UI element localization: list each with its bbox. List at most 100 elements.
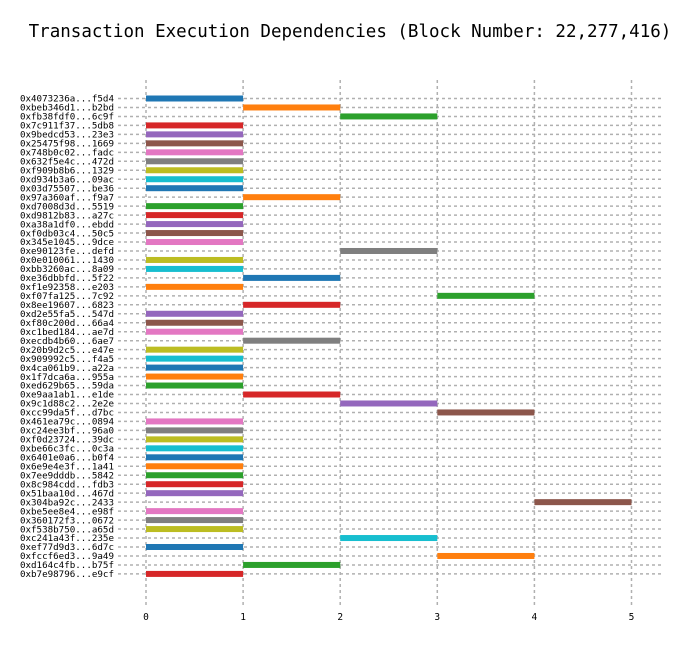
transaction-label: 0xcc99da5f...d7bc bbox=[20, 408, 114, 419]
transaction-label: 0xa38a1df0...ebdd bbox=[20, 219, 114, 230]
transaction-bar bbox=[146, 463, 244, 470]
transaction-bar bbox=[243, 274, 341, 281]
transaction-label: 0x632f5e4c...472d bbox=[20, 156, 114, 167]
transaction-label: 0xbe66c3fc...0c3a bbox=[20, 444, 114, 455]
transaction-label: 0x748b0c02...fadc bbox=[20, 148, 114, 159]
chart-title: Transaction Execution Dependencies (Bloc… bbox=[28, 22, 672, 42]
transaction-bar bbox=[146, 167, 244, 174]
transaction-label: 0x9bedcd53...23e3 bbox=[20, 130, 114, 141]
transaction-bar bbox=[146, 283, 244, 290]
transaction-label: 0x25475f98...1669 bbox=[20, 139, 114, 150]
transaction-label: 0x7c911f37...5db8 bbox=[20, 121, 114, 132]
transaction-label: 0x4073236a...f5d4 bbox=[20, 94, 115, 105]
transaction-bar bbox=[243, 301, 341, 308]
transaction-bar bbox=[146, 517, 244, 524]
transaction-label: 0xe9aa1ab1...e1de bbox=[20, 390, 114, 401]
transaction-label: 0x345e1045...9dce bbox=[20, 237, 114, 248]
transaction-label: 0x304ba92c...2433 bbox=[20, 497, 114, 508]
transaction-label: 0x1f7dca6a...955a bbox=[20, 372, 114, 383]
transaction-label: 0xecdb4b60...6ae7 bbox=[20, 336, 114, 347]
transaction-label: 0x8ee19607...6823 bbox=[20, 300, 114, 311]
transaction-bar bbox=[340, 247, 438, 254]
transaction-bar bbox=[146, 203, 244, 210]
x-tick-label: 0 bbox=[143, 612, 149, 623]
transaction-bar bbox=[146, 445, 244, 452]
transaction-label: 0xbb3260ac...8a09 bbox=[20, 264, 114, 275]
transaction-bar bbox=[243, 561, 341, 568]
transaction-label: 0x0e010061...1430 bbox=[20, 255, 114, 266]
transaction-label: 0xc241a43f...235e bbox=[20, 533, 114, 544]
transaction-bar bbox=[146, 158, 244, 165]
transaction-label: 0xe36dbbfd...5f22 bbox=[20, 273, 114, 284]
transaction-bar bbox=[437, 552, 535, 559]
transaction-bar bbox=[243, 391, 341, 398]
transaction-bar bbox=[146, 239, 244, 246]
transaction-label: 0xf07fa125...7c92 bbox=[20, 291, 114, 302]
transaction-bar bbox=[146, 454, 244, 461]
transaction-bars bbox=[146, 95, 632, 577]
transaction-label: 0xf538b750...a65d bbox=[20, 524, 114, 535]
transaction-bar bbox=[146, 526, 244, 533]
transaction-label: 0xe90123fe...defd bbox=[20, 246, 114, 257]
transaction-label: 0x20b9d2c5...e47e bbox=[20, 345, 114, 356]
transaction-bar bbox=[340, 400, 438, 407]
transaction-bar bbox=[146, 373, 244, 380]
transaction-label: 0xd2e55fa5...547d bbox=[20, 309, 114, 320]
transaction-label: 0xbe5ee8e4...e98f bbox=[20, 506, 114, 517]
transaction-bar bbox=[146, 427, 244, 434]
transaction-label: 0xd934b3a6...09ac bbox=[20, 174, 114, 185]
transaction-label: 0xf80c200d...66a4 bbox=[20, 318, 115, 329]
transaction-bar bbox=[146, 436, 244, 443]
x-tick-label: 5 bbox=[629, 612, 635, 623]
transaction-label: 0x51baa10d...467d bbox=[20, 488, 114, 499]
transaction-bar bbox=[534, 499, 632, 506]
transaction-bar bbox=[243, 104, 341, 111]
transaction-label: 0x03d75507...be36 bbox=[20, 183, 114, 194]
transaction-bar bbox=[146, 185, 244, 192]
transaction-label: 0x6401e0a6...b0f4 bbox=[20, 453, 115, 464]
transaction-bar bbox=[146, 508, 244, 515]
transaction-label: 0x360172f3...0672 bbox=[20, 515, 114, 526]
transaction-bar bbox=[146, 212, 244, 219]
transaction-bar bbox=[340, 535, 438, 542]
x-tick-labels: 0 1 2 3 4 5 bbox=[143, 612, 634, 623]
transaction-label: 0xd9812b83...a27c bbox=[20, 210, 114, 221]
transaction-bar bbox=[340, 113, 438, 120]
transaction-bar bbox=[146, 544, 244, 550]
transaction-bar bbox=[146, 256, 244, 263]
transaction-bar bbox=[146, 221, 244, 228]
y-tick-labels: 0x4073236a...f5d40xbeb346d1...b2bd0xfb38… bbox=[20, 94, 115, 580]
transaction-bar bbox=[146, 95, 244, 102]
transaction-label: 0x4ca061b9...a22a bbox=[20, 363, 114, 374]
transaction-label: 0x7ee9dddb...5842 bbox=[20, 470, 114, 481]
transaction-label: 0xbeb346d1...b2bd bbox=[20, 103, 114, 114]
x-tick-label: 2 bbox=[337, 612, 343, 623]
transaction-bar bbox=[146, 319, 244, 326]
transaction-bar bbox=[243, 194, 341, 201]
transaction-bar bbox=[243, 337, 341, 344]
transaction-label: 0xfb38fdf0...6c9f bbox=[20, 112, 114, 123]
x-tick-label: 4 bbox=[532, 612, 538, 623]
transaction-bar bbox=[437, 292, 535, 299]
transaction-bar bbox=[146, 570, 244, 577]
transaction-label: 0xfccf6ed3...9a49 bbox=[20, 551, 114, 562]
transaction-bar bbox=[146, 490, 244, 497]
transaction-bar bbox=[146, 472, 244, 479]
transaction-label: 0xd164c4fb...b75f bbox=[20, 560, 114, 571]
transaction-label: 0xf909b8b6...1329 bbox=[20, 165, 114, 176]
transaction-bar bbox=[146, 328, 244, 335]
transaction-bar bbox=[146, 382, 244, 389]
x-tick-label: 3 bbox=[434, 612, 440, 623]
transaction-bar bbox=[146, 481, 244, 488]
transaction-bar bbox=[146, 265, 244, 272]
transaction-label: 0xb7e98796...e9cf bbox=[20, 569, 114, 580]
transaction-bar bbox=[146, 149, 244, 156]
transaction-bar bbox=[146, 364, 244, 371]
transaction-bar bbox=[146, 122, 244, 129]
transaction-bar bbox=[146, 418, 244, 425]
transaction-label: 0x461ea79c...0894 bbox=[20, 417, 115, 428]
transaction-label: 0x97a360af...f9a7 bbox=[20, 192, 114, 203]
transaction-label: 0x909992c5...f4a5 bbox=[20, 354, 114, 365]
transaction-bar bbox=[146, 310, 244, 317]
